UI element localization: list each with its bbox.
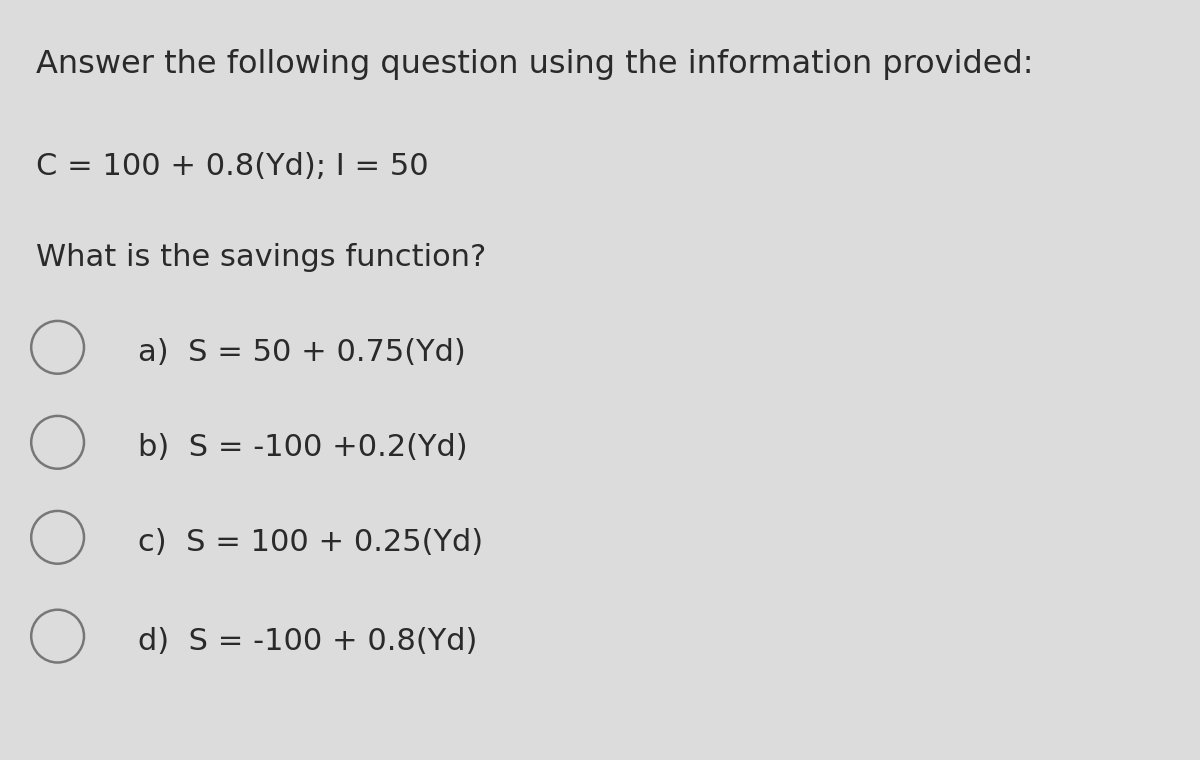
Text: a)  S = 50 + 0.75(Yd): a) S = 50 + 0.75(Yd) xyxy=(138,338,466,367)
Text: C = 100 + 0.8(Yd); I = 50: C = 100 + 0.8(Yd); I = 50 xyxy=(36,152,428,181)
Text: Answer the following question using the information provided:: Answer the following question using the … xyxy=(36,49,1033,81)
Text: What is the savings function?: What is the savings function? xyxy=(36,243,486,272)
Text: d)  S = -100 + 0.8(Yd): d) S = -100 + 0.8(Yd) xyxy=(138,627,478,656)
Text: c)  S = 100 + 0.25(Yd): c) S = 100 + 0.25(Yd) xyxy=(138,528,484,557)
Text: b)  S = -100 +0.2(Yd): b) S = -100 +0.2(Yd) xyxy=(138,433,468,462)
